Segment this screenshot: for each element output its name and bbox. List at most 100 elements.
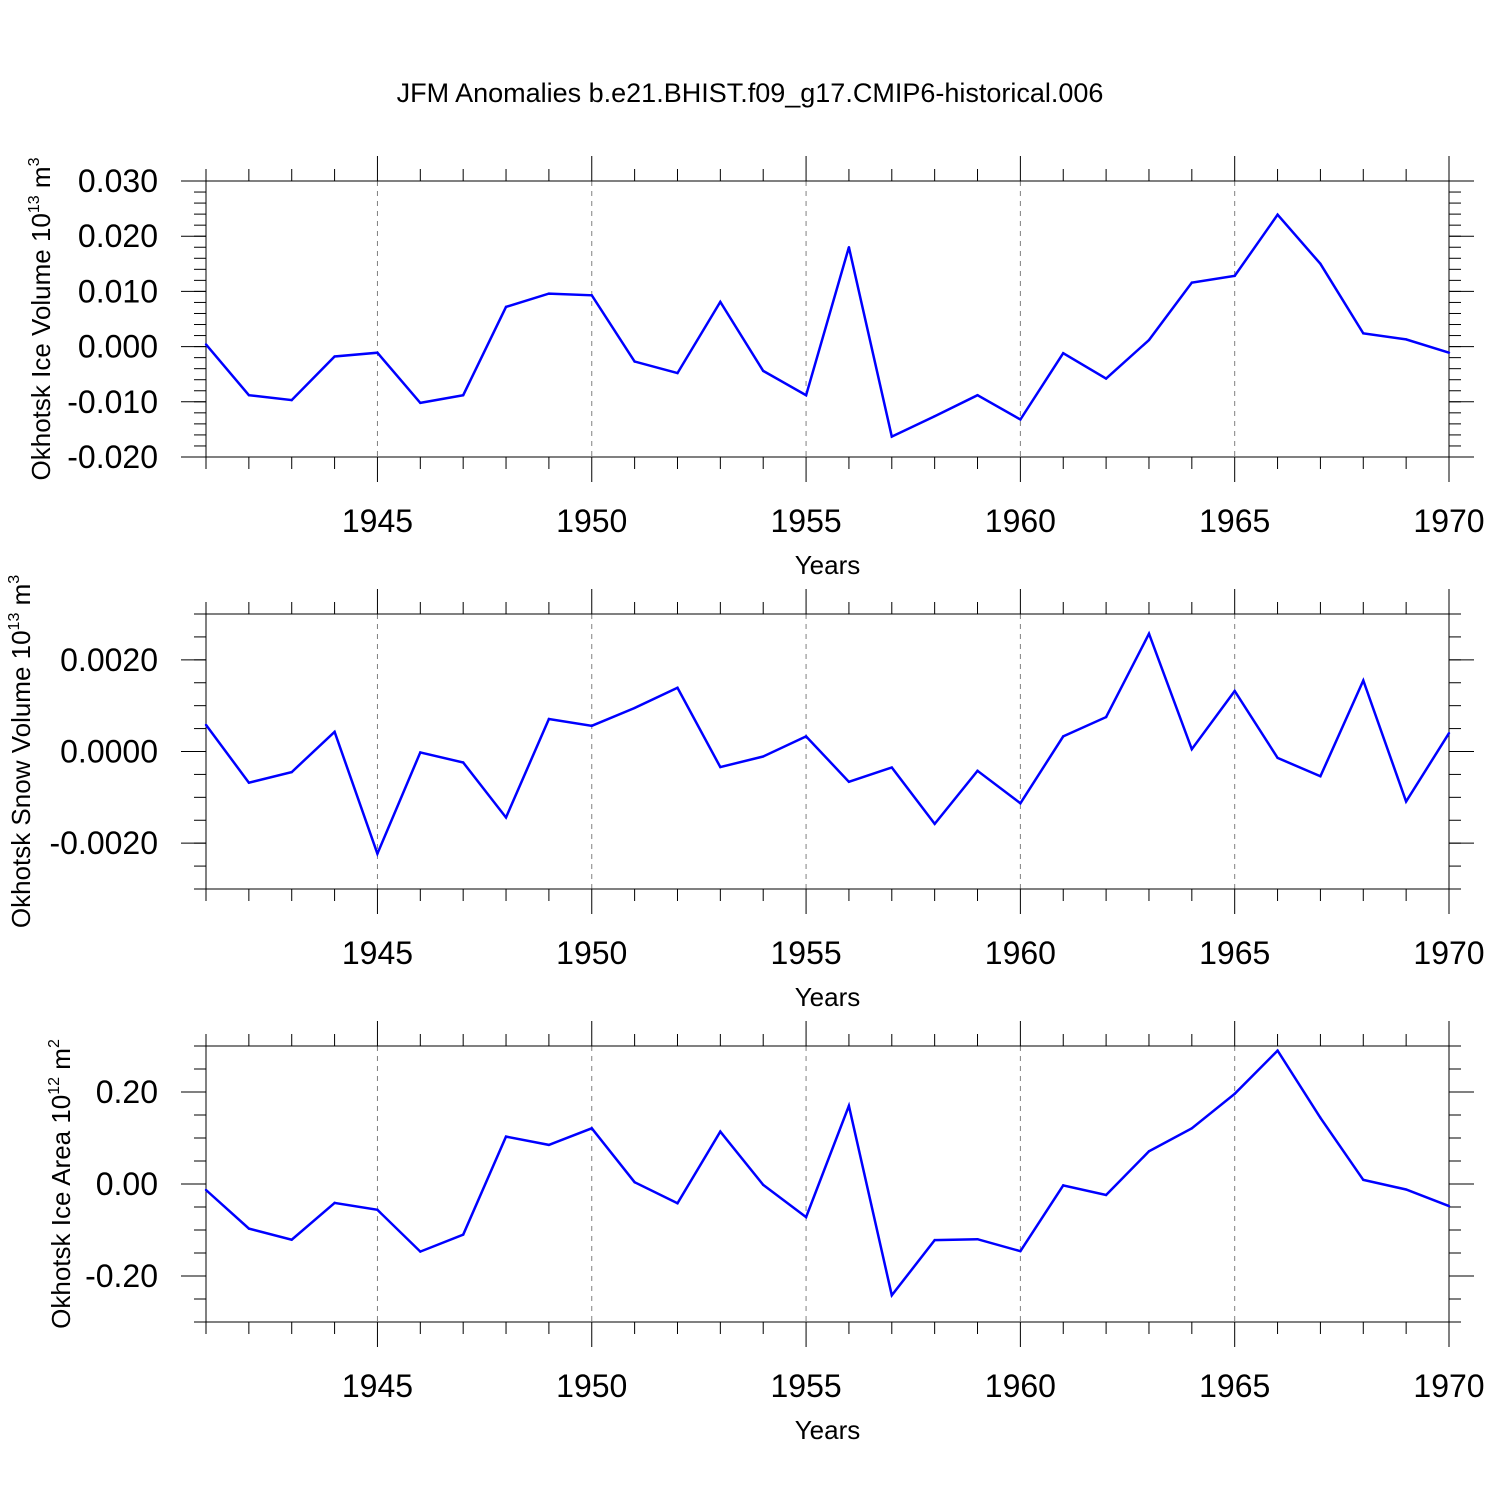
data-point [890,766,893,769]
data-point [1019,418,1022,421]
data-point [1404,800,1408,803]
data-point [1319,262,1322,265]
data-point [976,769,979,772]
data-point [762,1183,765,1187]
y-tick-label: -0.020 [67,439,158,475]
data-point [1147,632,1151,635]
data-point [719,765,722,769]
x-tick-label: 1955 [770,935,841,971]
data-point [590,294,593,297]
data-point [1404,1188,1408,1191]
data-point [547,292,551,295]
data-point [1233,274,1236,278]
x-axis-title: Years [795,1415,861,1445]
data-point [976,1238,979,1241]
data-point [976,393,979,397]
data-point [419,1250,422,1253]
data-point [204,343,208,346]
data-point [461,761,465,764]
data-point [247,393,251,397]
data-point [1233,689,1236,693]
data-point [890,435,893,438]
x-tick-label: 1970 [1413,1368,1484,1404]
data-point [676,686,679,689]
data-point [933,822,936,826]
data-point [1319,1116,1322,1119]
data-point [547,1143,551,1147]
x-tick-label: 1960 [985,503,1056,539]
data-point [1319,775,1322,778]
data-point [633,360,636,363]
data-point [890,1294,893,1297]
data-point [461,393,465,397]
y-axis-title: Okhotsk Ice Volume 1013 m3 [26,157,56,480]
panel-snow-volume: 1945 1950 1955 1960 1965 1970 Years -0.0020 0.00… [6,575,1485,1012]
plot-frame [205,613,1450,890]
data-point [762,369,765,373]
data-point [1062,352,1065,355]
data-point [762,755,765,758]
data-point [590,724,593,728]
data-point [1276,1049,1279,1052]
y-tick-label: -0.010 [67,384,158,420]
data-point [1062,735,1065,738]
data-point [333,355,336,358]
y-tick-label: 0.000 [78,329,158,365]
data-point [933,1238,936,1242]
data-point [204,1188,208,1192]
x-tick-label: 1955 [770,503,841,539]
x-tick-label: 1965 [1199,1368,1270,1404]
y-axis-title: Okhotsk Ice Area 1012 m2 [46,1039,76,1329]
series-line-ice-area [205,1048,1450,1299]
data-point [633,1180,636,1184]
y-tick-label: -0.20 [85,1258,158,1294]
data-point [1019,802,1022,805]
data-point [290,1238,293,1241]
x-tick-label: 1965 [1199,503,1270,539]
x-tick-label: 1945 [342,1368,413,1404]
data-point [1362,332,1365,335]
data-point [376,351,379,354]
data-point [1362,1178,1365,1182]
data-point [676,1202,679,1205]
data-point [719,1130,722,1133]
panel-ice-volume: 1945 1950 1955 1960 1965 1970 Years -0.020 -0.01… [26,156,1485,580]
y-tick-label: 0.0000 [60,734,158,770]
panel-ice-area: 1945 1950 1955 1960 1965 1970 Years -0.20 0.00 0.… [46,1021,1485,1445]
figure-title: JFM Anomalies b.e21.BHIST.f09_g17.CMIP6-… [396,78,1104,108]
data-point [1362,679,1365,682]
data-point [1190,281,1194,284]
data-point [676,371,679,375]
data-point [1404,338,1408,341]
data-point [504,816,508,819]
data-point [504,1135,508,1138]
data-point [376,1208,379,1211]
data-point [847,1104,851,1108]
data-point [804,1215,808,1219]
plot-frame [205,1045,1450,1323]
y-tick-label: -0.0020 [49,825,158,861]
x-tick-label: 1945 [342,503,413,539]
data-point [419,401,422,405]
data-point [333,730,336,733]
x-tick-label: 1965 [1199,935,1270,971]
data-point [204,723,208,727]
data-point [461,1233,465,1236]
data-point [1447,1204,1451,1208]
y-tick-label: 0.0020 [60,642,158,678]
data-point [547,717,551,721]
x-tick-label: 1945 [342,935,413,971]
x-tick-label: 1955 [770,1368,841,1404]
data-point [247,1227,251,1230]
y-tick-label: 0.020 [78,218,158,254]
data-point [247,781,251,784]
series-line-snow-volume [204,630,1451,858]
x-tick-label: 1970 [1413,503,1484,539]
data-point [804,735,808,738]
data-point [590,1127,593,1130]
x-tick-label: 1950 [556,935,627,971]
data-point [290,398,293,402]
data-point [1447,731,1451,735]
data-point [719,300,722,304]
